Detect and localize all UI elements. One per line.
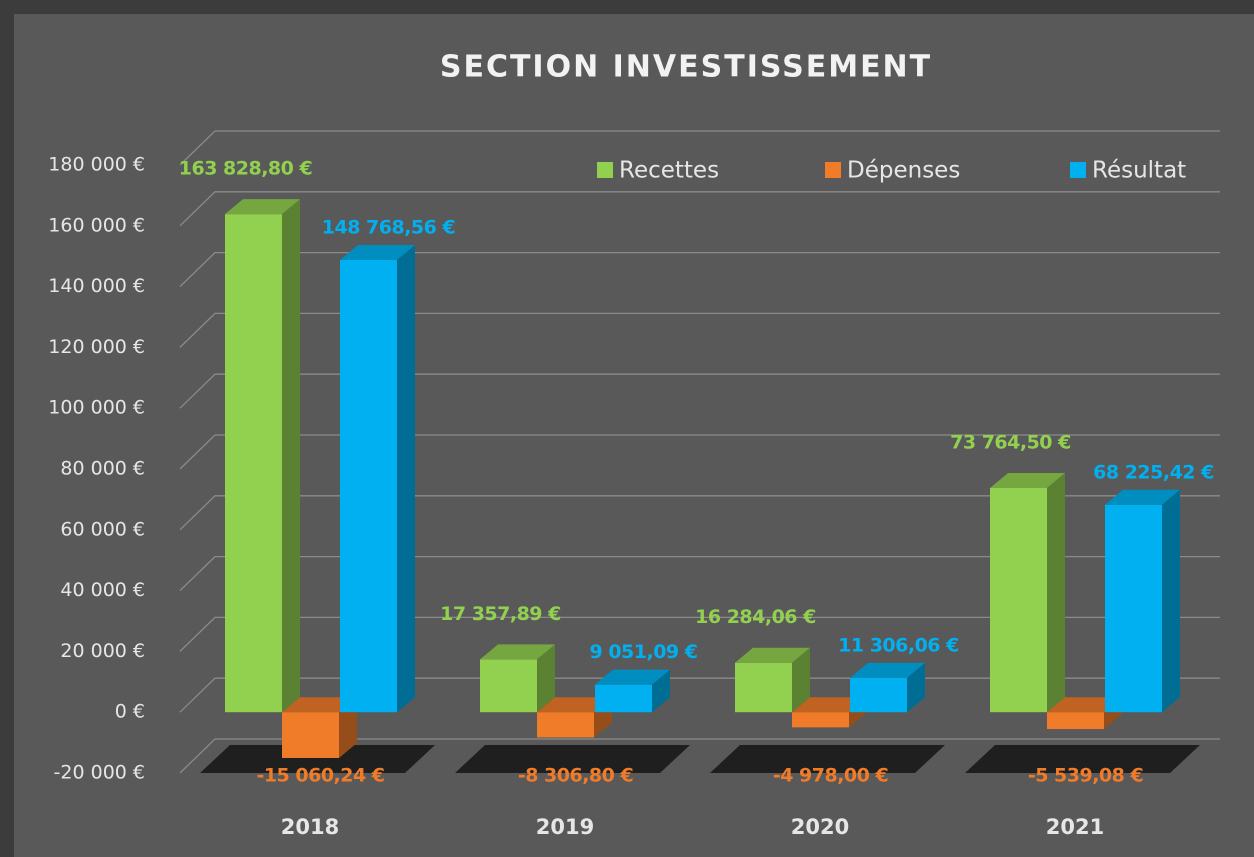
- bar-side: [907, 662, 925, 713]
- bar: [1105, 504, 1162, 713]
- y-tick-label: 180 000 €: [48, 154, 145, 176]
- data-label: 17 357,89 €: [440, 603, 561, 625]
- bar: [537, 712, 594, 738]
- data-label: -4 978,00 €: [773, 765, 888, 787]
- bar: [282, 712, 339, 758]
- bar: [990, 487, 1047, 713]
- floor-shadow: [710, 745, 945, 773]
- legend-swatch: [597, 162, 613, 178]
- y-tick-label: 0 €: [115, 701, 145, 723]
- bar-top: [735, 647, 810, 663]
- bar-side: [339, 697, 357, 758]
- bar-top: [1105, 489, 1180, 505]
- bar-side: [652, 669, 670, 713]
- grid-line: [179, 191, 1220, 227]
- grid-line: [179, 495, 1220, 531]
- bar: [340, 259, 397, 713]
- bar: [792, 712, 849, 728]
- legend-swatch: [825, 162, 841, 178]
- data-label: -5 539,08 €: [1028, 765, 1143, 787]
- bar: [1047, 712, 1104, 730]
- data-label: 148 768,56 €: [322, 216, 455, 238]
- y-tick-label: 40 000 €: [60, 579, 145, 601]
- y-tick-label: 60 000 €: [60, 518, 145, 540]
- grid-line: [179, 555, 1220, 592]
- grid-line: [179, 738, 1220, 774]
- bar-side: [792, 647, 810, 713]
- x-tick-label: 2019: [536, 815, 594, 839]
- data-label: 11 306,06 €: [838, 634, 959, 656]
- bar-top: [480, 644, 555, 660]
- chart-title: SECTION INVESTISSEMENT: [440, 50, 932, 85]
- bar: [735, 662, 792, 713]
- bar-side: [1047, 472, 1065, 713]
- floor-shadow: [455, 745, 690, 773]
- y-tick-label: 100 000 €: [48, 397, 145, 419]
- bar-top: [340, 244, 415, 260]
- bar-top: [225, 199, 300, 215]
- bar-top: [595, 669, 670, 685]
- legend-label: Recettes: [619, 158, 719, 184]
- x-tick-label: 2018: [281, 815, 339, 839]
- y-tick-label: 20 000 €: [60, 640, 145, 662]
- data-label: 16 284,06 €: [695, 606, 816, 628]
- legend-label: Résultat: [1092, 158, 1186, 184]
- floor-shadow: [965, 745, 1200, 773]
- data-label: 163 828,80 €: [179, 158, 312, 180]
- bar-top: [990, 472, 1065, 488]
- grid-line: [179, 616, 1220, 652]
- y-tick-label: -20 000 €: [54, 762, 145, 784]
- bar: [225, 214, 282, 713]
- bar-top: [1047, 697, 1122, 713]
- bar-top: [850, 662, 925, 678]
- grid-line: [179, 434, 1220, 470]
- y-tick-label: 140 000 €: [48, 275, 145, 297]
- legend-label: Dépenses: [847, 158, 960, 184]
- bar-top: [792, 697, 867, 713]
- x-tick-label: 2021: [1046, 815, 1104, 839]
- y-tick-label: 80 000 €: [60, 458, 145, 480]
- floor-shadow: [200, 745, 435, 773]
- bar: [480, 659, 537, 713]
- bar-side: [1162, 489, 1180, 713]
- y-tick-label: 160 000 €: [48, 214, 145, 236]
- data-label: 73 764,50 €: [950, 431, 1071, 453]
- bar-top: [537, 697, 612, 713]
- grid-line: [179, 130, 1220, 166]
- bar: [595, 684, 652, 713]
- bar-side: [282, 199, 300, 713]
- legend-swatch: [1070, 162, 1086, 178]
- data-label: -15 060,24 €: [256, 765, 384, 787]
- bar: [850, 677, 907, 713]
- grid-line: [179, 373, 1220, 409]
- grid-line: [179, 251, 1220, 288]
- data-label: -8 306,80 €: [518, 765, 633, 787]
- grid-line: [179, 312, 1220, 348]
- data-label: 68 225,42 €: [1093, 461, 1214, 483]
- bar-top: [282, 697, 357, 713]
- data-label: 9 051,09 €: [590, 641, 698, 663]
- bar-side: [537, 644, 555, 713]
- x-tick-label: 2020: [791, 815, 849, 839]
- bar-side: [397, 244, 415, 713]
- y-tick-label: 120 000 €: [48, 336, 145, 358]
